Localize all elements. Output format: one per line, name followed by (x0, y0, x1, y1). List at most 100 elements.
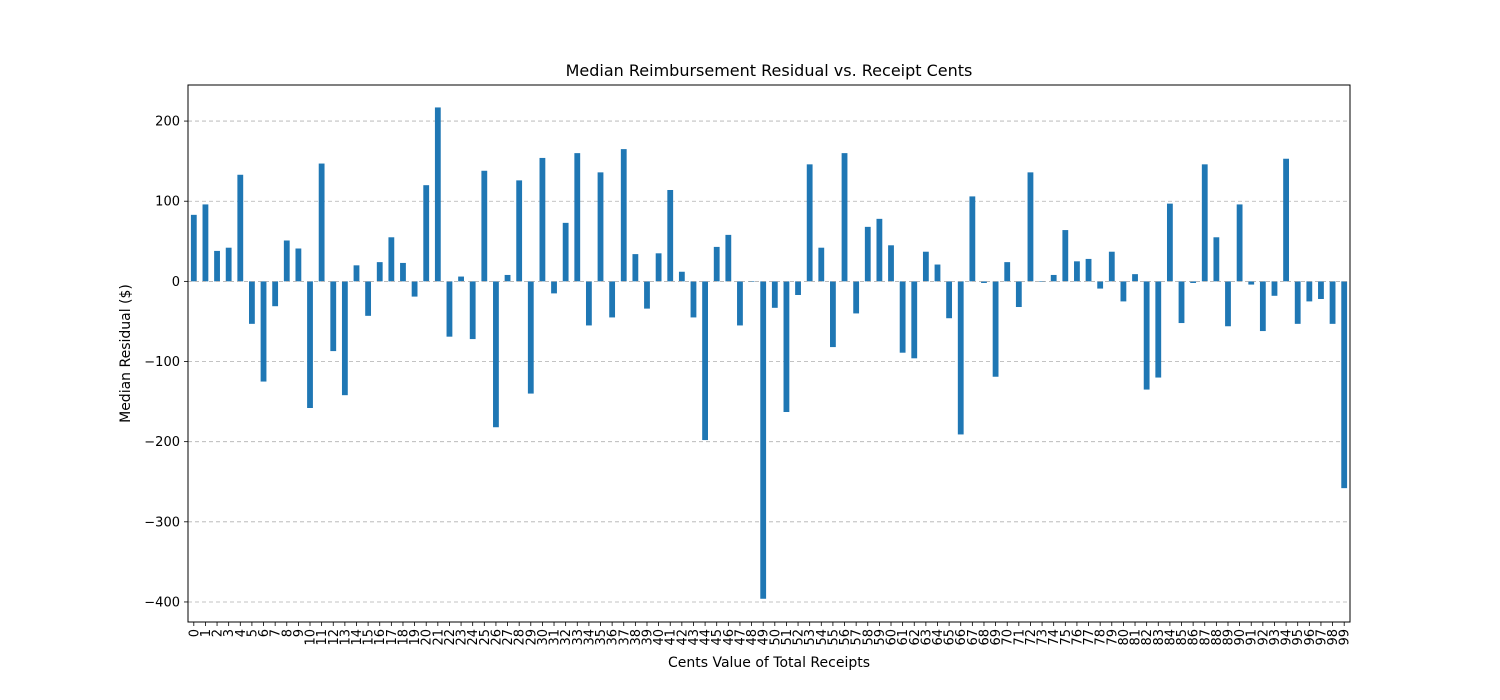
x-tick-label: 35 (594, 629, 609, 646)
bar (1294, 281, 1301, 324)
bar (283, 240, 290, 282)
x-tick-label: 66 (954, 629, 969, 646)
x-tick-label: 84 (1163, 629, 1178, 646)
x-tick-label: 89 (1221, 629, 1236, 646)
bar (620, 149, 627, 282)
x-tick-label: 49 (757, 629, 772, 646)
bar (713, 246, 720, 282)
x-tick-label: 70 (1001, 629, 1016, 646)
x-tick-label: 92 (1256, 629, 1271, 646)
x-tick-label: 48 (745, 629, 760, 646)
bar (760, 281, 767, 599)
x-tick-label: 74 (1047, 629, 1062, 646)
bar (1015, 281, 1022, 308)
x-tick-label: 99 (1338, 629, 1353, 646)
x-tick-label: 16 (373, 629, 388, 646)
x-tick-label: 4 (234, 629, 249, 637)
x-tick-label: 31 (548, 629, 563, 646)
bar (423, 185, 430, 282)
bar (365, 281, 372, 316)
bar (516, 180, 523, 282)
bar (527, 281, 534, 394)
x-tick-label: 22 (443, 629, 458, 646)
x-tick-label: 23 (455, 629, 470, 646)
bar (1283, 158, 1289, 282)
bar (493, 281, 499, 428)
x-tick-label: 67 (966, 629, 981, 646)
bar (969, 196, 976, 282)
bar (260, 281, 267, 382)
x-tick-label: 37 (617, 629, 632, 646)
x-tick-label: 21 (431, 629, 446, 646)
bar (864, 226, 871, 282)
bar (737, 281, 743, 326)
x-tick-label: 32 (559, 629, 574, 646)
x-tick-label: 97 (1314, 629, 1329, 646)
bar (214, 250, 220, 282)
x-tick-label: 19 (408, 629, 423, 646)
x-tick-label: 13 (338, 629, 353, 646)
bar (249, 281, 255, 324)
bar (1178, 281, 1185, 324)
x-tick-label: 72 (1024, 629, 1039, 646)
x-tick-label: 56 (838, 629, 853, 646)
x-tick-label: 25 (478, 629, 493, 646)
x-tick-label: 39 (640, 629, 655, 646)
bar (318, 163, 325, 282)
y-tick-label: −400 (144, 595, 180, 610)
bar (644, 281, 650, 309)
bar (1201, 164, 1208, 282)
bar (876, 218, 883, 282)
chart-title: Median Reimbursement Residual vs. Receip… (566, 61, 973, 80)
y-axis-title: Median Residual ($) (118, 284, 134, 423)
x-tick-label: 18 (396, 629, 411, 646)
y-tick-label: 100 (155, 195, 180, 210)
bar (783, 281, 790, 413)
bar (597, 172, 604, 282)
x-tick-label: 79 (1105, 629, 1120, 646)
y-axis-ticks: −400 −300 −200 −100 0 100 200 (144, 115, 188, 610)
bar (539, 157, 546, 282)
x-tick-label: 15 (362, 629, 377, 646)
bar (1085, 258, 1092, 282)
bar (690, 281, 697, 318)
bar (272, 281, 279, 307)
x-tick-label: 94 (1280, 629, 1295, 646)
bar (922, 251, 929, 282)
bar (911, 281, 918, 359)
bar (481, 170, 488, 282)
y-tick-label: −200 (144, 435, 180, 450)
bar (1236, 204, 1243, 282)
x-tick-label: 58 (861, 629, 876, 646)
bar (469, 281, 476, 340)
bar (1248, 281, 1255, 285)
x-tick-label: 91 (1245, 629, 1260, 646)
bar (1050, 274, 1057, 282)
bar (1306, 281, 1313, 302)
bar (1004, 262, 1011, 282)
x-tick-label: 82 (1140, 629, 1155, 646)
y-tick-label: −300 (144, 515, 180, 530)
bar (946, 281, 953, 319)
x-tick-label: 90 (1233, 629, 1248, 646)
x-tick-label: 6 (257, 629, 272, 637)
x-tick-label: 69 (989, 629, 1004, 646)
bar (1341, 281, 1348, 489)
bar (1074, 261, 1080, 282)
x-tick-label: 30 (536, 629, 551, 646)
bar (458, 276, 464, 282)
x-tick-label: 83 (1152, 629, 1167, 646)
bar (225, 247, 232, 282)
x-tick-label: 88 (1210, 629, 1225, 646)
x-tick-label: 59 (873, 629, 888, 646)
x-axis-title: Cents Value of Total Receipts (668, 655, 870, 671)
x-tick-label: 20 (420, 629, 435, 646)
x-tick-label: 73 (1036, 629, 1051, 646)
x-tick-label: 33 (571, 629, 586, 646)
bar (562, 222, 569, 282)
bar (655, 253, 662, 282)
bar (1190, 281, 1197, 283)
bar (806, 164, 813, 282)
